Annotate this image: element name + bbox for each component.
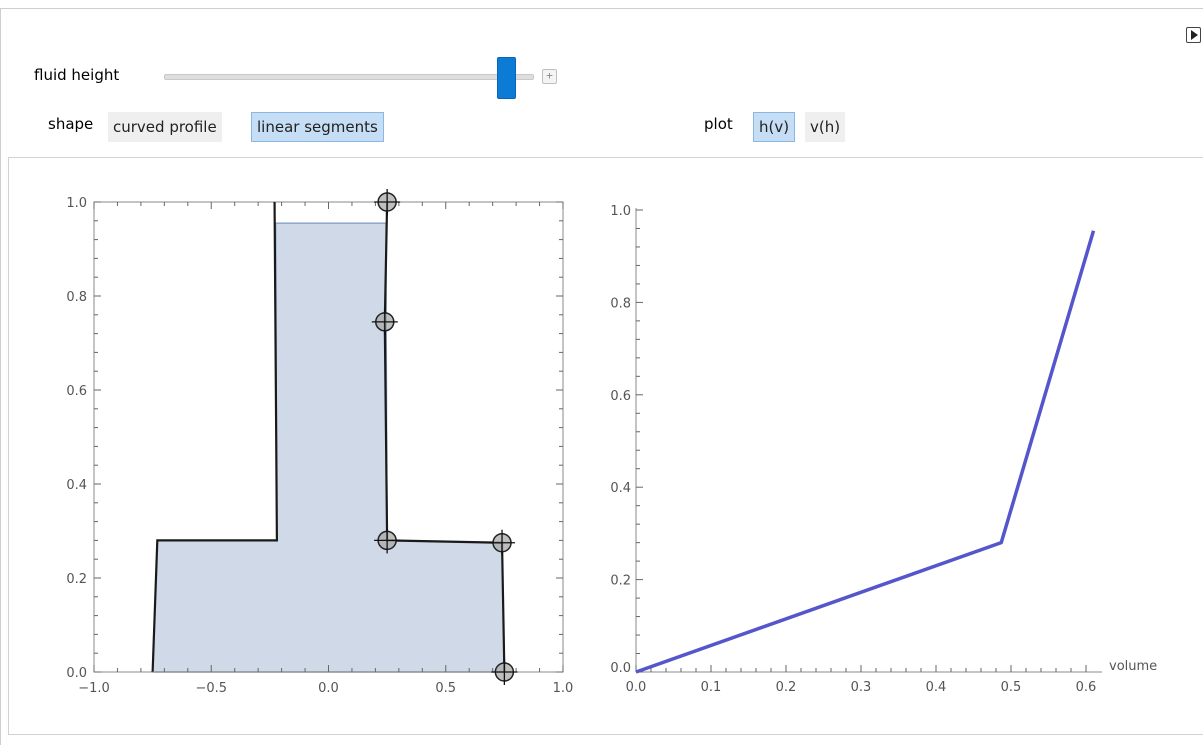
x-tick-label: 0.2	[776, 680, 797, 695]
x-tick-label: 0.6	[1076, 680, 1097, 695]
shape-label: shape	[48, 115, 94, 133]
shape-linear-segments-button[interactable]: linear segments	[251, 112, 384, 142]
play-icon[interactable]	[1186, 27, 1201, 43]
profile-chart: −1.0 −0.5 0.0 0.5 1.0 0.0 0.2 0.4 0.6 0.8 1.0	[66, 189, 573, 696]
x-axis-label: volume	[1109, 659, 1157, 674]
y-tick-label: 0.2	[66, 572, 87, 587]
plot-label: plot	[704, 115, 733, 133]
x-tick-label: 0.4	[926, 680, 947, 695]
y-tick-label: 0.8	[610, 296, 631, 311]
control-point-locator[interactable]	[489, 529, 516, 556]
y-tick-label: 0.4	[610, 481, 631, 496]
y-tick-label: 0.0	[610, 661, 631, 676]
charts-area: −1.0 −0.5 0.0 0.5 1.00.00.20.40.60.81.00.0 0.…	[66, 189, 1157, 696]
y-tick-label: 0.8	[66, 290, 87, 305]
fluid-height-slider-track[interactable]	[164, 74, 534, 80]
plot-v-of-h-button[interactable]: v(h)	[805, 112, 846, 142]
control-point-locator[interactable]	[491, 659, 518, 685]
plot-h-of-v-button[interactable]: h(v)	[753, 112, 796, 142]
y-tick-label: 0.4	[66, 478, 87, 493]
fluid-fill-area	[152, 222, 505, 673]
slider-expand-icon[interactable]: +	[542, 69, 557, 84]
shape-curved-profile-button[interactable]: curved profile	[108, 112, 222, 142]
y-tick-label: 0.6	[66, 384, 87, 399]
hv-chart: 0.0 0.1 0.2 0.3 0.4 0.5 0.6 0.0 0.2 0.4 0.6 0.8 1.0 v…	[610, 204, 1157, 695]
control-point-locator[interactable]	[371, 308, 398, 335]
left-profile-line	[151, 201, 279, 673]
y-tick-label: 0.6	[610, 389, 631, 404]
series-line	[635, 230, 1096, 674]
control-point-locator[interactable]	[374, 527, 401, 554]
fluid-height-label: fluid height	[34, 66, 120, 84]
x-tick-label: −1.0	[78, 681, 110, 696]
manipulate-frame	[0, 8, 1203, 745]
x-tick-label: 0.5	[435, 681, 456, 696]
y-tick-label: 1.0	[66, 196, 87, 211]
fluid-height-slider-thumb[interactable]	[497, 57, 516, 99]
content-panel: −1.0 −0.5 0.0 0.5 1.0 0.0 0.2 0.4 0.6 0.8 1.0 0.0 0.…	[8, 157, 1203, 735]
y-tick-label: 0.2	[610, 574, 631, 589]
y-tick-label: 1.0	[610, 204, 631, 219]
x-tick-label: 0.3	[851, 680, 872, 695]
x-tick-label: 0.1	[701, 680, 722, 695]
y-tick-label: 0.0	[66, 666, 87, 681]
x-tick-label: 0.0	[318, 681, 339, 696]
x-tick-label: 0.0	[626, 680, 647, 695]
x-tick-label: 0.5	[1001, 680, 1022, 695]
x-tick-label: 1.0	[553, 681, 574, 696]
x-tick-label: −0.5	[195, 681, 227, 696]
control-point-locator[interactable]	[374, 189, 401, 215]
